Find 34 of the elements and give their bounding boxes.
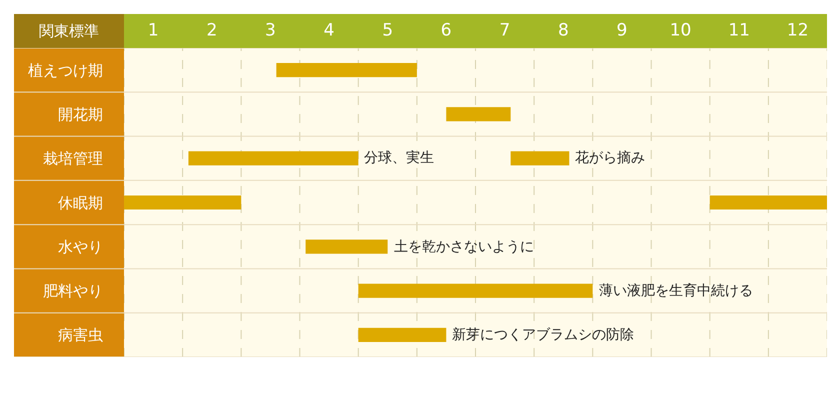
y-tick-label: 開花期 — [58, 105, 103, 124]
x-tick-label: 2 — [206, 20, 218, 41]
x-tick-label: 11 — [728, 20, 750, 41]
text: 関東標準 — [39, 22, 99, 40]
annotation: 分球、実生 — [364, 150, 434, 166]
y-tick-label: 水やり — [58, 238, 103, 256]
bar — [446, 107, 511, 122]
annotation: 花がら摘み — [575, 150, 645, 166]
bar — [358, 284, 593, 298]
x-tick-label: 8 — [558, 20, 569, 41]
annotation: 薄い液肥を生育中続ける — [599, 282, 753, 299]
y-tick-label: 休眠期 — [58, 194, 103, 212]
x-tick-label: 1 — [148, 20, 159, 41]
bar — [710, 195, 827, 210]
bar — [510, 151, 570, 166]
x-tick-label: 6 — [440, 20, 452, 41]
annotation: 新芽につくアブラムシの防除 — [452, 327, 634, 343]
bar — [306, 240, 388, 254]
y-tick-label: 肥料やり — [43, 282, 103, 300]
x-tick-label: 12 — [786, 20, 809, 41]
x-tick-label: 9 — [616, 20, 628, 41]
x-tick-label: 3 — [265, 20, 276, 41]
x-tick-label: 4 — [324, 20, 334, 41]
y-tick-label: 植えつけ期 — [28, 61, 103, 80]
y-tick-label: 病害虫 — [58, 326, 103, 344]
bar — [358, 328, 446, 342]
bar — [188, 151, 358, 166]
annotation: 土を乾かさないように — [394, 239, 534, 255]
x-tick-label: 7 — [499, 20, 510, 41]
y-tick-label: 栽培管理 — [43, 150, 103, 168]
bar — [124, 195, 242, 210]
x-tick-label: 5 — [382, 20, 394, 41]
x-tick-label: 10 — [670, 20, 692, 41]
bar — [276, 63, 417, 78]
